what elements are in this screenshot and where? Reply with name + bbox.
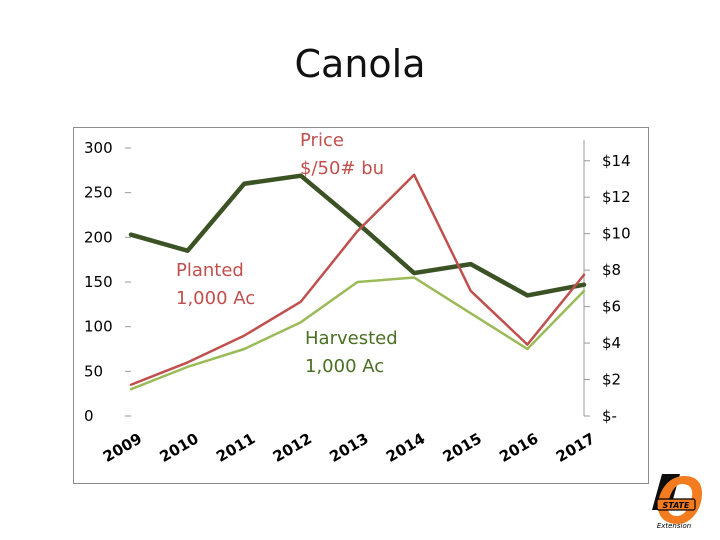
right-axis-tick-label: $8 [602, 261, 621, 279]
price-annotation: $/50# bu [300, 158, 384, 179]
price-annotation: Price [300, 130, 344, 151]
logo-wordmark: STATE [663, 501, 690, 510]
harvested-series-line [129, 276, 586, 391]
page-title: Canola [294, 42, 426, 86]
left-axis-tick-label: 300 [84, 139, 113, 157]
right-axis-tick-label: $- [602, 407, 617, 425]
planted-annotation: Planted [176, 260, 244, 281]
left-axis-tick-label: 150 [84, 273, 113, 291]
x-axis-tick-label: 2010 [157, 429, 202, 465]
right-axis-tick-label: $12 [602, 188, 631, 206]
right-axis-tick-label: $4 [602, 334, 621, 352]
price-series-line [128, 173, 587, 298]
left-axis-tick-label: 50 [84, 362, 103, 380]
x-axis-tick-label: 2014 [383, 429, 428, 465]
x-axis-tick-label: 2009 [100, 429, 145, 465]
left-axis-tick-label: 250 [84, 184, 113, 202]
left-axis-tick-label: 200 [84, 228, 113, 246]
logo-extension-text: Extension [657, 522, 691, 530]
right-axis-tick-label: $2 [602, 371, 621, 389]
planted-annotation: 1,000 Ac [176, 288, 255, 309]
chart-svg: 0 50 100 150 200 250 300 $- $2 $4 $6 $8 $10 $12 $14 200… [84, 130, 631, 466]
x-axis-tick-label: 2013 [326, 429, 371, 465]
chart-frame: 0 50 100 150 200 250 300 $- $2 $4 $6 $8 $10 $12 $14 200… [73, 127, 649, 484]
x-axis-tick-label: 2016 [496, 429, 541, 465]
osu-extension-logo: STATE Extension [652, 474, 702, 530]
x-axis-tick-label: 2012 [270, 429, 315, 465]
planted-series-line [129, 173, 586, 386]
x-axis-tick-label: 2017 [553, 429, 598, 465]
right-axis-tick-label: $10 [602, 225, 631, 243]
left-axis-tick-label: 100 [84, 318, 113, 336]
x-axis-tick-label: 2011 [213, 429, 258, 465]
harvested-annotation: Harvested [305, 328, 398, 349]
x-axis-tick-label: 2015 [440, 429, 485, 465]
harvested-annotation: 1,000 Ac [305, 356, 384, 377]
right-axis-tick-label: $14 [602, 152, 631, 170]
right-axis-tick-label: $6 [602, 298, 621, 316]
left-axis-tick-label: 0 [84, 407, 94, 425]
